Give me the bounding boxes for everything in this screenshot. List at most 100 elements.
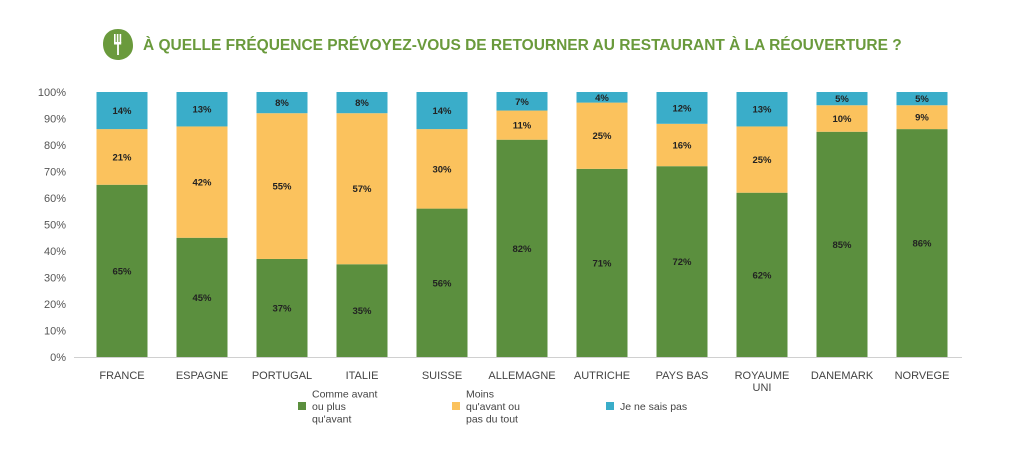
legend-label: Comme avant ou plus qu'avant <box>312 389 377 426</box>
bar-segment <box>496 110 548 140</box>
bar-segment <box>336 92 388 114</box>
data-label: 8% <box>275 98 289 109</box>
bar-segment <box>656 166 708 357</box>
data-label: 14% <box>432 106 452 117</box>
x-tick-label: AUTRICHE <box>574 370 630 382</box>
bar-segment <box>496 92 548 111</box>
data-label: 55% <box>272 182 292 193</box>
data-label: 82% <box>512 244 532 255</box>
legend: Comme avant ou plus qu'avant Moins qu'avant … <box>298 389 687 426</box>
bar-segment <box>256 258 308 357</box>
data-label: 65% <box>112 266 132 277</box>
bar-segment <box>576 102 628 169</box>
data-label: 56% <box>432 278 452 289</box>
bar-segment <box>416 208 468 357</box>
x-axis: FRANCE ESPAGNE PORTUGAL ITALIE SUISSE ALLEMAG… <box>74 357 962 394</box>
y-tick-label: 60% <box>44 193 66 205</box>
data-label: 8% <box>355 98 369 109</box>
chart-title-group: À QUELLE FRÉQUENCE PRÉVOYEZ-VOUS DE RETO… <box>103 29 902 60</box>
x-tick-label: PAYS BAS <box>656 370 709 382</box>
x-tick-label: ITALIE <box>346 370 379 382</box>
data-label: 13% <box>192 105 212 116</box>
y-tick-label: 40% <box>44 246 66 258</box>
data-label: 72% <box>672 257 692 268</box>
bar-segment <box>176 126 228 238</box>
x-tick-label: DANEMARK <box>811 370 874 382</box>
bar-segment <box>96 129 148 185</box>
data-label: 12% <box>672 103 692 114</box>
bar-segment <box>576 92 628 103</box>
x-tick-label: ALLEMAGNE <box>488 370 555 382</box>
y-tick-label: 0% <box>50 352 66 364</box>
data-label: 85% <box>832 240 852 251</box>
y-axis: 0% 10% 20% 30% 40% 50% 60% 70% 80% 90% 100% <box>38 87 66 364</box>
data-label: 11% <box>513 121 532 132</box>
bar-segment <box>736 126 788 193</box>
data-label: 7% <box>515 97 529 108</box>
bar-segment <box>736 192 788 357</box>
y-tick-label: 80% <box>44 140 66 152</box>
bar-segment <box>896 129 948 357</box>
bar-segment <box>336 264 388 357</box>
legend-swatch <box>298 402 306 410</box>
data-label: 42% <box>192 178 212 189</box>
bar-segment <box>656 92 708 124</box>
bar-segment <box>656 123 708 167</box>
bar-segment <box>176 237 228 357</box>
data-label: 30% <box>432 164 452 175</box>
data-label: 21% <box>112 152 132 163</box>
data-label: 9% <box>915 113 929 124</box>
data-label: 86% <box>912 239 932 250</box>
data-label: 10% <box>832 114 852 125</box>
bar-segment <box>256 113 308 259</box>
data-label: 13% <box>752 105 772 116</box>
x-tick-label: ROYAUME UNI <box>735 370 790 394</box>
data-label: 25% <box>752 155 772 166</box>
bars: 65% 21% 14% 45% 42% 13% 37% 55% 8% 35% 57% 8% 56% 30%… <box>96 92 948 357</box>
bar-segment <box>896 92 948 106</box>
bar-segment <box>176 92 228 127</box>
data-label: 62% <box>752 270 772 281</box>
bar-segment <box>896 105 948 130</box>
legend-label: Moins qu'avant ou pas du tout <box>466 389 520 426</box>
data-label: 25% <box>592 131 612 142</box>
bar-segment <box>576 168 628 357</box>
data-label: 16% <box>672 141 692 152</box>
bar-segment <box>416 129 468 209</box>
data-label: 57% <box>352 184 372 195</box>
bar-segment <box>816 92 868 106</box>
y-tick-label: 100% <box>38 87 66 99</box>
data-label: 35% <box>352 306 372 317</box>
chart-title: À QUELLE FRÉQUENCE PRÉVOYEZ-VOUS DE RETO… <box>143 37 902 54</box>
x-tick-label: PORTUGAL <box>252 370 312 382</box>
y-tick-label: 20% <box>44 299 66 311</box>
y-tick-label: 30% <box>44 273 66 285</box>
bar-segment <box>96 184 148 357</box>
bar-segment <box>96 92 148 130</box>
data-label: 37% <box>272 303 292 314</box>
y-tick-label: 50% <box>44 220 66 232</box>
bar-segment <box>496 139 548 357</box>
data-label: 71% <box>592 258 612 269</box>
bar-segment <box>416 92 468 130</box>
x-tick-label: FRANCE <box>99 370 144 382</box>
x-tick-label: ESPAGNE <box>176 370 228 382</box>
bar-segment <box>336 113 388 265</box>
fork-knife-leaf-icon <box>103 29 133 60</box>
data-label: 14% <box>112 106 132 117</box>
legend-swatch <box>452 402 460 410</box>
bar-segment <box>256 92 308 114</box>
y-tick-label: 70% <box>44 167 66 179</box>
data-label: 45% <box>192 293 212 304</box>
bar-segment <box>736 92 788 127</box>
data-label: 5% <box>915 94 929 105</box>
legend-label: Je ne sais pas <box>620 401 687 413</box>
y-tick-label: 90% <box>44 114 66 126</box>
data-label: 5% <box>835 94 849 105</box>
legend-swatch <box>606 402 614 410</box>
bar-segment <box>816 105 868 132</box>
data-label: 4% <box>595 93 609 104</box>
y-tick-label: 10% <box>44 326 66 338</box>
x-tick-label: SUISSE <box>422 370 462 382</box>
